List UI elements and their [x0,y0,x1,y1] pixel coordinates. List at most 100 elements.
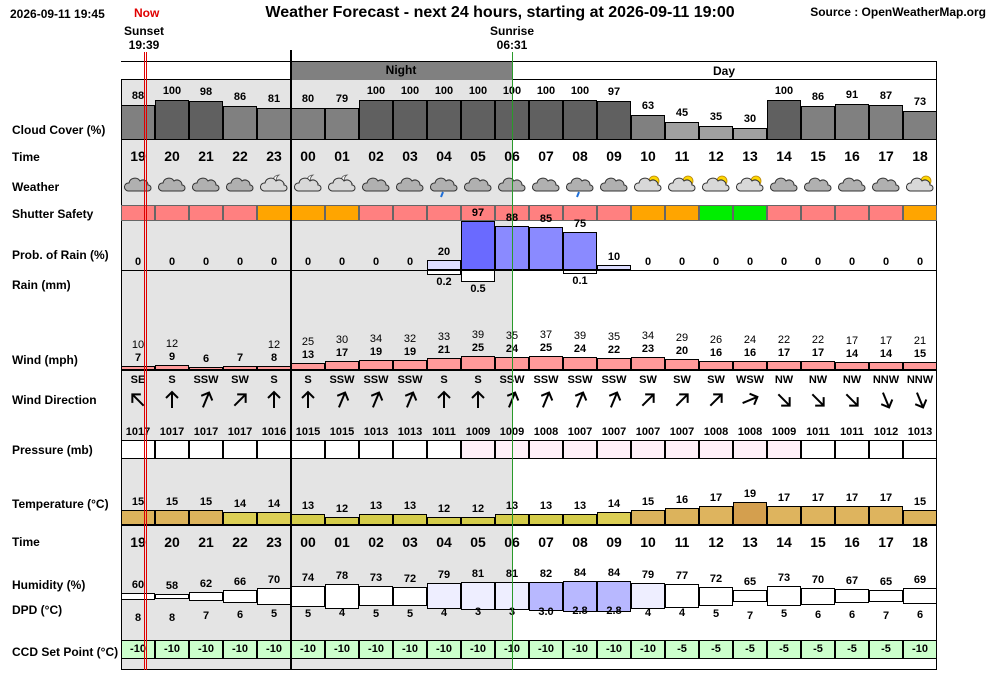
temperature-value: 12 [335,503,349,515]
wind-gust: 33 [437,331,451,343]
humidity-value: 69 [913,574,927,586]
time-cell-bottom: 18 [912,534,928,550]
wind-direction-arrow-icon [427,389,461,411]
cloud-value: 79 [335,93,349,105]
pressure-cell [835,440,869,459]
ccd-cell: -10 [359,640,393,659]
temperature-value: 16 [675,494,689,506]
shutter-cell [631,205,665,221]
pressure-value: 1011 [806,426,830,438]
cloud-value: 87 [879,90,893,102]
wind-speed: 23 [641,343,655,355]
pressure-value: 1009 [465,426,491,438]
humidity-value: 79 [641,569,655,581]
ccd-cell: -5 [801,640,835,659]
ccd-cell: -10 [427,640,461,659]
ccd-cell: -5 [835,640,869,659]
wind-gust: 12 [165,338,179,350]
wind-gust: 30 [335,334,349,346]
source-link[interactable]: Source : OpenWeatherMap.org [810,5,986,19]
pressure-cell [801,440,835,459]
cloud-icon [801,172,835,198]
humidity-value: 67 [845,575,859,587]
humidity-bar [733,590,767,602]
time-cell: 10 [640,148,656,164]
wind-gust: 26 [709,334,723,346]
wind-speed: 14 [879,348,893,360]
dpd-value: 2.8 [606,605,622,617]
humidity-value: 73 [369,572,383,584]
wind-gust: 21 [913,335,927,347]
temperature-value: 17 [879,492,893,504]
wind-gust: 22 [777,334,791,346]
wind-bar [427,358,461,370]
pressure-value: 1015 [295,426,321,438]
rain-prob-value: 0 [814,256,822,268]
wind-speed: 8 [270,352,278,364]
cloud-icon [155,172,189,198]
temperature-bar [699,506,733,525]
humidity-bar [291,585,325,607]
wind-speed: 24 [573,343,587,355]
time-cell: 09 [606,148,622,164]
wind-direction-arrow-icon [733,389,767,411]
pressure-cell [733,440,767,459]
pressure-value: 1016 [261,426,287,438]
wind-direction-label: SW [707,374,725,386]
wind-bar [291,363,325,370]
shutter-cell [767,205,801,221]
dpd-value: 4 [440,607,448,619]
pressure-cell [121,440,155,459]
humidity-bar [393,586,427,606]
temperature-bar [869,506,903,525]
wind-speed: 16 [743,347,757,359]
wind-direction-label: SSW [329,374,355,386]
time-cell-bottom: 00 [300,534,316,550]
pressure-value: 1017 [227,426,253,438]
humidity-bar [257,587,291,605]
temperature-bar [903,510,937,525]
temperature-value: 17 [709,492,723,504]
now-label: Now [134,6,160,20]
cloud-icon [223,172,257,198]
temperature-bar [121,510,155,525]
wind-direction-label: S [474,374,482,386]
wind-bar [903,362,937,370]
cloud-bar [427,100,461,140]
wind-gust: 17 [845,335,859,347]
temperature-bar [427,517,461,525]
cloud-sun-icon [733,172,767,198]
cloud-icon [597,172,631,198]
time-cell: 01 [334,148,350,164]
dpd-value: 5 [712,608,720,620]
label-dpd: DPD (°C) [12,603,63,617]
time-cell: 08 [572,148,588,164]
shutter-cell [903,205,937,221]
temperature-bar [801,506,835,525]
rain-prob-value: 0 [372,256,380,268]
dpd-value: 4 [644,607,652,619]
wind-direction-arrow-icon [291,389,325,411]
humidity-value: 79 [437,569,451,581]
pressure-cell [903,440,937,459]
wind-gust: 29 [675,332,689,344]
dpd-value: 7 [882,610,890,622]
label-weather: Weather [12,180,60,194]
time-cell: 16 [844,148,860,164]
wind-direction-label: SSW [363,374,389,386]
wind-speed: 14 [845,348,859,360]
dpd-value: 5 [270,608,278,620]
humidity-bar [597,580,631,612]
wind-bar [563,357,597,370]
label-rain: Rain (mm) [12,278,71,292]
dpd-value: 6 [814,609,822,621]
wind-gust: 24 [743,334,757,346]
rain-bar [461,270,495,282]
ccd-cell: -10 [189,640,223,659]
time-cell-bottom: 05 [470,534,486,550]
time-cell: 06 [495,148,529,164]
label-pressure: Pressure (mb) [12,443,93,457]
pressure-cell [427,440,461,459]
time-cell-bottom: 10 [640,534,656,550]
cloud-value: 88 [131,90,145,102]
